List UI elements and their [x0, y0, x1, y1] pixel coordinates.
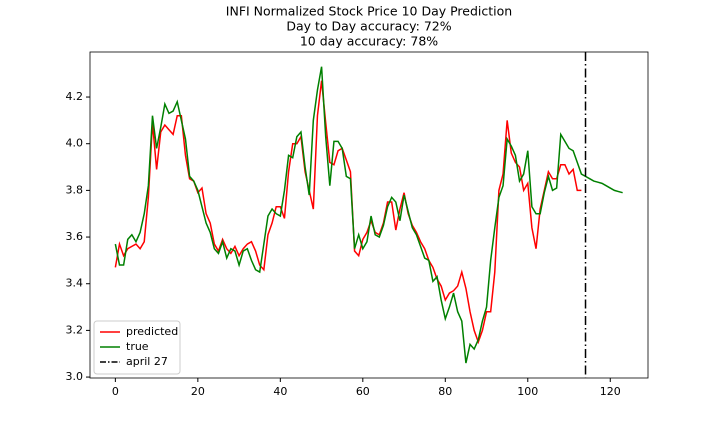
chart-subtitle: 10 day accuracy: 78% [300, 34, 438, 49]
y-tick-label: 3.8 [66, 183, 84, 196]
x-tick-label: 60 [356, 385, 370, 398]
x-tick-label: 0 [112, 385, 119, 398]
y-tick-label: 3.2 [66, 323, 84, 336]
legend-label: true [126, 340, 149, 353]
chart-title: INFI Normalized Stock Price 10 Day Predi… [226, 4, 512, 19]
series-line [114, 66, 623, 364]
chart-subtitle: Day to Day accuracy: 72% [286, 19, 451, 34]
y-tick-label: 4.0 [66, 137, 84, 150]
x-tick-label: 100 [517, 385, 538, 398]
y-tick-label: 3.4 [66, 277, 84, 290]
y-tick-label: 4.2 [66, 90, 84, 103]
y-tick-label: 3.6 [66, 230, 84, 243]
x-tick-label: 120 [600, 385, 621, 398]
legend-label: april 27 [126, 355, 168, 368]
legend-label: predicted [126, 325, 178, 338]
y-tick-label: 3.0 [66, 370, 84, 383]
x-tick-label: 40 [273, 385, 287, 398]
plot-frame [89, 51, 649, 379]
legend: predicted true april 27 [93, 320, 181, 375]
x-tick-label: 20 [191, 385, 205, 398]
x-tick-label: 80 [438, 385, 452, 398]
legend-box [93, 320, 181, 375]
